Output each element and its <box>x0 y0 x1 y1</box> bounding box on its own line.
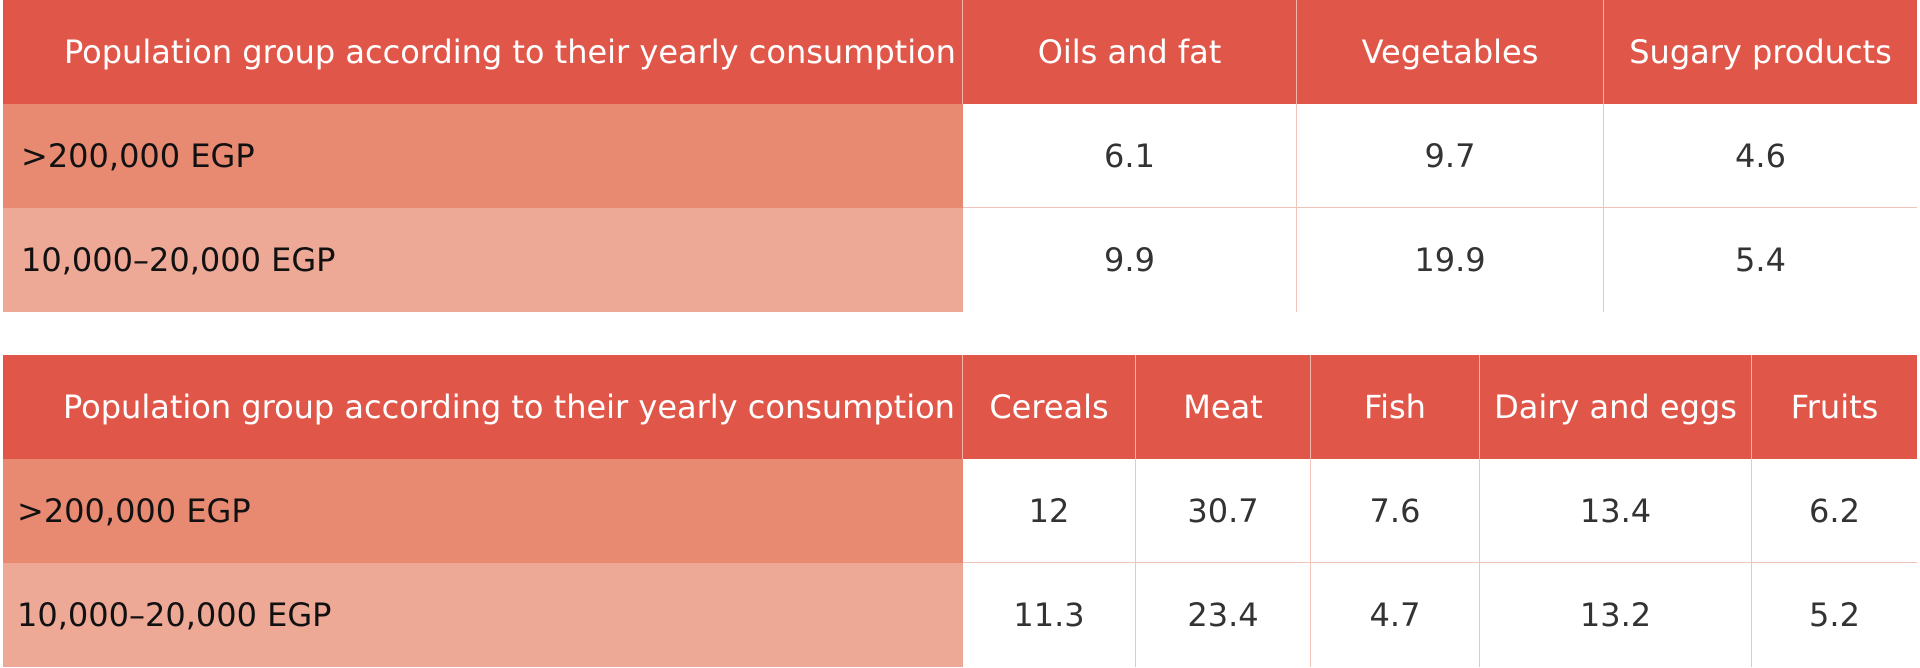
table-header-row: Population group according to their year… <box>3 355 1917 459</box>
table-cell: 11.3 <box>963 563 1136 667</box>
header-oils-and-fat: Oils and fat <box>963 0 1297 104</box>
header-fruits: Fruits <box>1752 355 1917 459</box>
header-population-group: Population group according to their year… <box>3 355 963 459</box>
table-cell: 7.6 <box>1311 459 1480 563</box>
table-cell: 13.4 <box>1480 459 1752 563</box>
header-meat: Meat <box>1136 355 1311 459</box>
table-cell: 4.6 <box>1604 104 1917 208</box>
row-label: >200,000 EGP <box>3 459 963 563</box>
row-label: >200,000 EGP <box>3 104 963 208</box>
table-cell: 4.7 <box>1311 563 1480 667</box>
table-cell: 6.1 <box>963 104 1297 208</box>
header-dairy-and-eggs: Dairy and eggs <box>1480 355 1752 459</box>
row-label: 10,000–20,000 EGP <box>3 563 963 667</box>
table-row: >200,000 EGP 12 30.7 7.6 13.4 6.2 <box>3 459 1917 563</box>
table-cell: 23.4 <box>1136 563 1311 667</box>
table-header-row: Population group according to their year… <box>3 0 1917 104</box>
header-sugary-products: Sugary products <box>1604 0 1917 104</box>
table-cell: 12 <box>963 459 1136 563</box>
header-vegetables: Vegetables <box>1297 0 1604 104</box>
table-row: 10,000–20,000 EGP 9.9 19.9 5.4 <box>3 208 1917 312</box>
table-row: 10,000–20,000 EGP 11.3 23.4 4.7 13.2 5.2 <box>3 563 1917 667</box>
table-cell: 9.9 <box>963 208 1297 312</box>
table-row: >200,000 EGP 6.1 9.7 4.6 <box>3 104 1917 208</box>
table-cell: 5.2 <box>1752 563 1917 667</box>
table-cell: 13.2 <box>1480 563 1752 667</box>
header-fish: Fish <box>1311 355 1480 459</box>
row-label: 10,000–20,000 EGP <box>3 208 963 312</box>
header-cereals: Cereals <box>963 355 1136 459</box>
table-cell: 9.7 <box>1297 104 1604 208</box>
consumption-table-2: Population group according to their year… <box>3 355 1917 667</box>
table-cell: 30.7 <box>1136 459 1311 563</box>
consumption-table-1: Population group according to their year… <box>3 0 1917 312</box>
table-cell: 19.9 <box>1297 208 1604 312</box>
header-population-group: Population group according to their year… <box>3 0 963 104</box>
table-cell: 5.4 <box>1604 208 1917 312</box>
table-cell: 6.2 <box>1752 459 1917 563</box>
